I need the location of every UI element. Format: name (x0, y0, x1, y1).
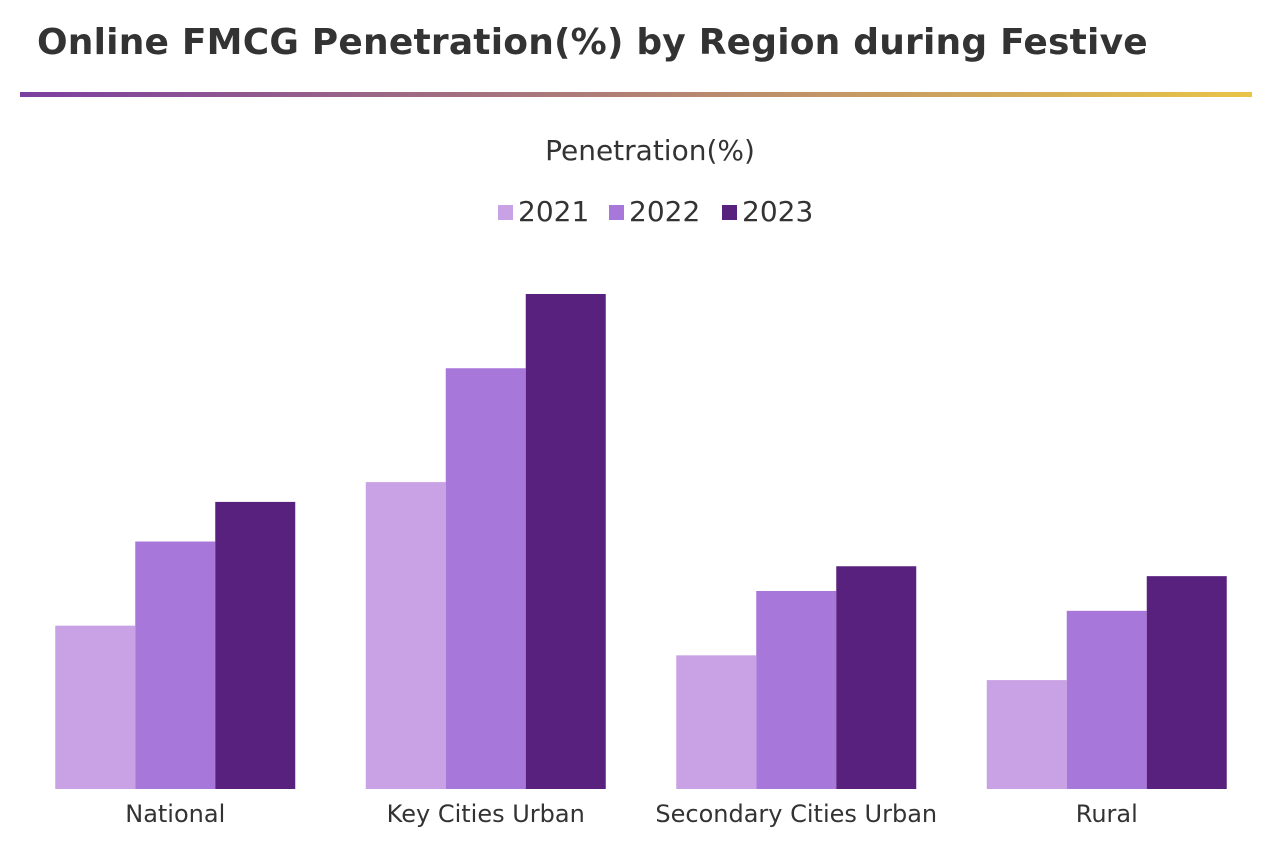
bar-2022-rural (1066, 610, 1147, 789)
title-divider (20, 92, 1252, 97)
legend-item-2023: 2023 (722, 195, 813, 228)
legend-item-2022: 2022 (609, 195, 700, 228)
bar-2023-secondary-cities-urban (836, 566, 917, 789)
page-title: Online FMCG Penetration(%) by Region dur… (37, 22, 1148, 63)
x-tick-label: Secondary Cities Urban (655, 800, 937, 828)
bar-2022-national (135, 541, 216, 789)
legend-item-2021: 2021 (498, 195, 589, 228)
x-tick-label: Key Cities Urban (387, 800, 585, 828)
bar-2021-rural (986, 680, 1067, 789)
bar-2021-national (55, 625, 136, 789)
legend-label: 2022 (629, 195, 700, 228)
bar-2021-secondary-cities-urban (676, 655, 757, 789)
bar-2022-key-cities-urban (445, 368, 526, 789)
bar-2023-rural (1146, 576, 1227, 789)
chart-title: Penetration(%) (545, 134, 755, 167)
legend-swatch (609, 205, 624, 220)
legend-label: 2023 (742, 195, 813, 228)
bar-group (55, 294, 1227, 789)
chart-legend: 2021 2022 2023 (498, 195, 813, 228)
bar-2021-key-cities-urban (365, 482, 446, 789)
x-axis-tick-labels: National Key Cities Urban Secondary Cities… (125, 800, 1138, 828)
x-tick-label: Rural (1076, 800, 1138, 828)
bar-2022-secondary-cities-urban (756, 591, 837, 789)
legend-label: 2021 (518, 195, 589, 228)
bar-2023-key-cities-urban (525, 294, 606, 789)
legend-swatch (498, 205, 513, 220)
x-tick-label: National (125, 800, 225, 828)
bar-2023-national (215, 501, 296, 789)
legend-swatch (722, 205, 737, 220)
